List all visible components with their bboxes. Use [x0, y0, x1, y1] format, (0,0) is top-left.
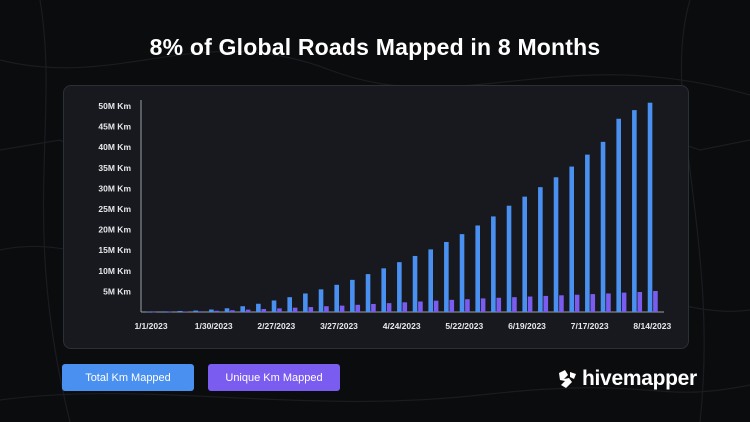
bar-total-km — [538, 187, 543, 312]
bar-total-km — [381, 268, 386, 312]
bar-unique-km — [590, 294, 596, 312]
bar-total-km — [271, 300, 277, 312]
bar-total-km — [632, 110, 637, 313]
y-tick-label: 10M Km — [98, 266, 131, 276]
bar-total-km — [224, 308, 230, 312]
bar-total-km — [491, 216, 496, 312]
x-tick-label: 1/30/2023 — [195, 321, 233, 331]
bar-unique-km — [449, 299, 455, 312]
bar-unique-km — [308, 307, 314, 312]
y-tick-label: 5M Km — [103, 286, 131, 296]
y-tick-label: 40M Km — [98, 142, 131, 152]
bar-unique-km — [167, 311, 173, 313]
chart-title: 8% of Global Roads Mapped in 8 Months — [149, 34, 601, 60]
bar-total-km — [459, 234, 465, 312]
bar-total-km — [585, 154, 590, 312]
x-tick-label: 3/27/2023 — [320, 321, 358, 331]
bar-unique-km — [292, 307, 298, 312]
bar-total-km — [397, 262, 402, 312]
bar-total-km — [569, 166, 574, 312]
x-tick-label: 5/22/2023 — [445, 321, 483, 331]
chart-panel: 5M Km 10M Km 15M Km 20M Km 25M Km 30M Km 35M K… — [63, 85, 689, 349]
bar-unique-km — [621, 292, 627, 312]
brand-name: hivemapper — [582, 367, 697, 390]
bar-total-km — [428, 249, 433, 312]
bar-unique-km — [277, 308, 282, 312]
bar-unique-km — [653, 290, 658, 312]
bar-total-km — [177, 310, 183, 312]
bar-total-km — [209, 309, 214, 312]
hivemapper-logo-icon — [559, 370, 576, 388]
bar-unique-km — [230, 310, 235, 312]
bar-unique-km — [559, 295, 564, 312]
bar-unique-km — [527, 296, 533, 312]
bar-unique-km — [355, 304, 361, 312]
legend-total-label: Total Km Mapped — [85, 371, 171, 384]
bar-total-km — [412, 255, 418, 312]
bar-total-km — [162, 311, 167, 312]
bar-total-km — [647, 102, 653, 312]
bar-total-km — [506, 205, 512, 312]
bar-total-km — [600, 141, 606, 312]
bar-unique-km — [512, 297, 517, 312]
bar-unique-km — [418, 301, 423, 312]
bar-unique-km — [543, 295, 549, 312]
bar-total-km — [256, 303, 261, 312]
bar-unique-km — [198, 311, 204, 312]
bar-unique-km — [214, 310, 220, 312]
bar-total-km — [334, 284, 339, 312]
bar-total-km — [365, 274, 371, 312]
bar-unique-km — [183, 311, 188, 313]
x-tick-label: 8/14/2023 — [633, 321, 671, 331]
y-tick-label: 35M Km — [98, 163, 131, 173]
bar-total-km — [240, 306, 245, 312]
y-tick-label: 15M Km — [98, 245, 131, 255]
x-tick-label: 6/19/2023 — [508, 321, 546, 331]
bar-total-km — [318, 289, 324, 312]
bar-total-km — [522, 196, 527, 312]
bar-unique-km — [245, 309, 251, 312]
bar-unique-km — [371, 303, 376, 312]
bar-total-km — [553, 177, 559, 312]
bar-unique-km — [574, 294, 580, 312]
x-tick-label: 7/17/2023 — [571, 321, 609, 331]
bar-unique-km — [402, 302, 408, 312]
x-tick-label: 1/1/2023 — [134, 321, 167, 331]
bar-unique-km — [151, 311, 157, 313]
bar-unique-km — [433, 300, 439, 312]
legend-unique-km[interactable]: Unique Km Mapped — [208, 364, 340, 391]
bar-total-km — [146, 311, 151, 313]
bar-unique-km — [465, 299, 470, 312]
bar-unique-km — [496, 297, 502, 312]
y-tick-label: 30M Km — [98, 183, 131, 193]
bar-unique-km — [637, 292, 643, 312]
y-tick-label: 20M Km — [98, 225, 131, 235]
bar-total-km — [475, 225, 480, 312]
bar-unique-km — [339, 305, 345, 312]
bar-total-km — [444, 241, 449, 312]
bar-unique-km — [324, 306, 329, 312]
bar-unique-km — [480, 298, 486, 312]
y-tick-label: 25M Km — [98, 204, 131, 214]
legend-unique-label: Unique Km Mapped — [225, 371, 323, 384]
bar-total-km — [287, 297, 292, 312]
y-tick-label: 45M Km — [98, 122, 131, 132]
bar-unique-km — [261, 309, 267, 312]
x-tick-label: 4/24/2023 — [383, 321, 421, 331]
brand-logo: hivemapper — [557, 366, 697, 392]
bar-chart: 5M Km 10M Km 15M Km 20M Km 25M Km 30M Km 35M K… — [98, 100, 672, 331]
bar-total-km — [303, 293, 308, 312]
bar-total-km — [193, 310, 198, 312]
x-tick-label: 2/27/2023 — [257, 321, 295, 331]
y-tick-label: 50M Km — [98, 101, 131, 111]
bar-total-km — [616, 118, 621, 312]
bar-total-km — [350, 279, 355, 312]
bar-unique-km — [386, 303, 392, 312]
legend-total-km[interactable]: Total Km Mapped — [62, 364, 194, 391]
bar-unique-km — [606, 293, 611, 312]
